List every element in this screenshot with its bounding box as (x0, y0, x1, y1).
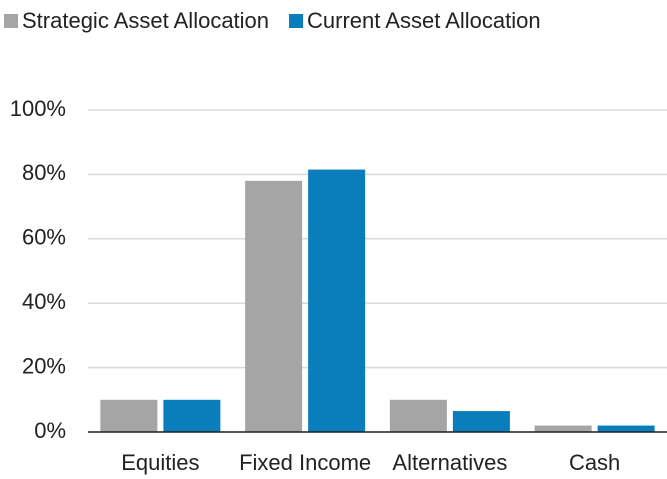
y-tick-label: 0% (34, 418, 66, 443)
legend-swatch (289, 14, 304, 28)
bar (452, 411, 510, 432)
bar (389, 399, 447, 432)
bar (245, 180, 303, 432)
y-tick-label: 80% (22, 160, 66, 185)
legend-label: Current Asset Allocation (307, 8, 541, 33)
bar (100, 399, 158, 432)
bar (308, 169, 366, 432)
y-tick-label: 20% (22, 353, 66, 378)
legend-label: Strategic Asset Allocation (22, 8, 269, 33)
bar (597, 425, 655, 432)
bar (534, 425, 592, 432)
x-tick-label: Cash (569, 450, 620, 475)
x-tick-label: Fixed Income (239, 450, 371, 475)
legend-swatch (4, 14, 18, 28)
y-tick-label: 40% (22, 289, 66, 314)
y-tick-label: 100% (10, 96, 66, 121)
bar (163, 399, 221, 432)
x-tick-label: Equities (121, 450, 199, 475)
x-tick-label: Alternatives (392, 450, 507, 475)
y-tick-label: 60% (22, 225, 66, 250)
